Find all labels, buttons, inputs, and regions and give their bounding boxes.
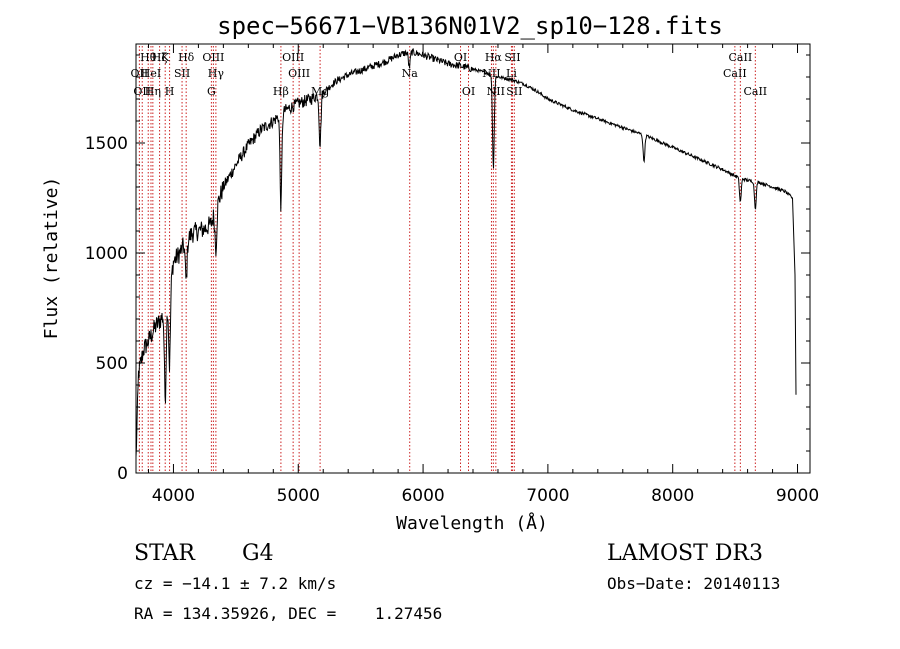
y-tick-label: 0	[117, 464, 128, 484]
line-marker-label: Li	[506, 67, 517, 80]
chart-title: spec−56671−VB136N01V2_sp10−128.fits	[217, 12, 723, 40]
x-tick-label: 5000	[277, 486, 320, 506]
x-axis-label: Wavelength (Å)	[396, 512, 548, 534]
y-axis-label: Flux (relative)	[41, 177, 62, 340]
line-marker-label: OIII	[282, 51, 304, 64]
line-marker-label: Hδ	[178, 51, 195, 64]
line-markers	[138, 46, 756, 473]
line-marker-label: OII	[133, 85, 151, 98]
line-marker-label: Hζ	[152, 51, 168, 64]
ra-dec: RA = 134.35926, DEC = 1.27456	[134, 604, 442, 623]
y-tick-label: 1500	[85, 134, 128, 154]
line-marker-label: Na	[402, 67, 419, 80]
line-marker-label: Hβ	[273, 85, 289, 98]
line-marker-label: HeI	[141, 67, 161, 80]
survey-name: LAMOST DR3	[607, 541, 763, 566]
plot-frame	[135, 43, 811, 474]
line-marker-label: Hγ	[208, 67, 225, 80]
y-tick-label: 500	[96, 354, 128, 374]
x-tick-label: 9000	[776, 486, 819, 506]
x-tick-label: 4000	[152, 486, 195, 506]
y-axis: 0 500 1000 1500	[85, 54, 810, 484]
x-tick-label: 6000	[401, 486, 444, 506]
line-marker-label: CaII	[729, 51, 753, 64]
x-tick-label: 8000	[651, 486, 694, 506]
object-subclass: G4	[242, 541, 274, 566]
spectrum-line	[135, 47, 797, 457]
line-marker-label: SII	[174, 67, 190, 80]
observation-date: Obs−Date: 20140113	[607, 574, 780, 593]
redshift-cz: cz = −14.1 ± 7.2 km/s	[134, 574, 336, 593]
line-marker-label: SII	[504, 51, 520, 64]
line-marker-label: OII	[131, 67, 149, 80]
line-marker-label: NII	[487, 85, 505, 98]
line-marker-label: K	[161, 51, 170, 64]
line-marker-label: OIII	[288, 67, 310, 80]
line-marker-label: SII	[506, 85, 522, 98]
x-tick-label: 7000	[526, 486, 569, 506]
line-marker-label: OI	[462, 85, 475, 98]
line-marker-label: OIII	[202, 51, 224, 64]
line-marker-label: CaII	[723, 67, 747, 80]
line-marker-label: OI	[454, 51, 467, 64]
line-marker-label: CaII	[743, 85, 767, 98]
x-axis: 4000 5000 6000 7000 8000 9000	[147, 44, 819, 506]
y-tick-label: 1000	[85, 244, 128, 264]
line-marker-label: Hα	[485, 51, 503, 64]
line-marker-label: G	[207, 85, 216, 98]
object-class: STAR	[134, 541, 196, 566]
line-marker-label: Hθ	[140, 51, 157, 64]
line-marker-label: Hη	[145, 85, 161, 98]
line-marker-label: H	[165, 85, 175, 98]
